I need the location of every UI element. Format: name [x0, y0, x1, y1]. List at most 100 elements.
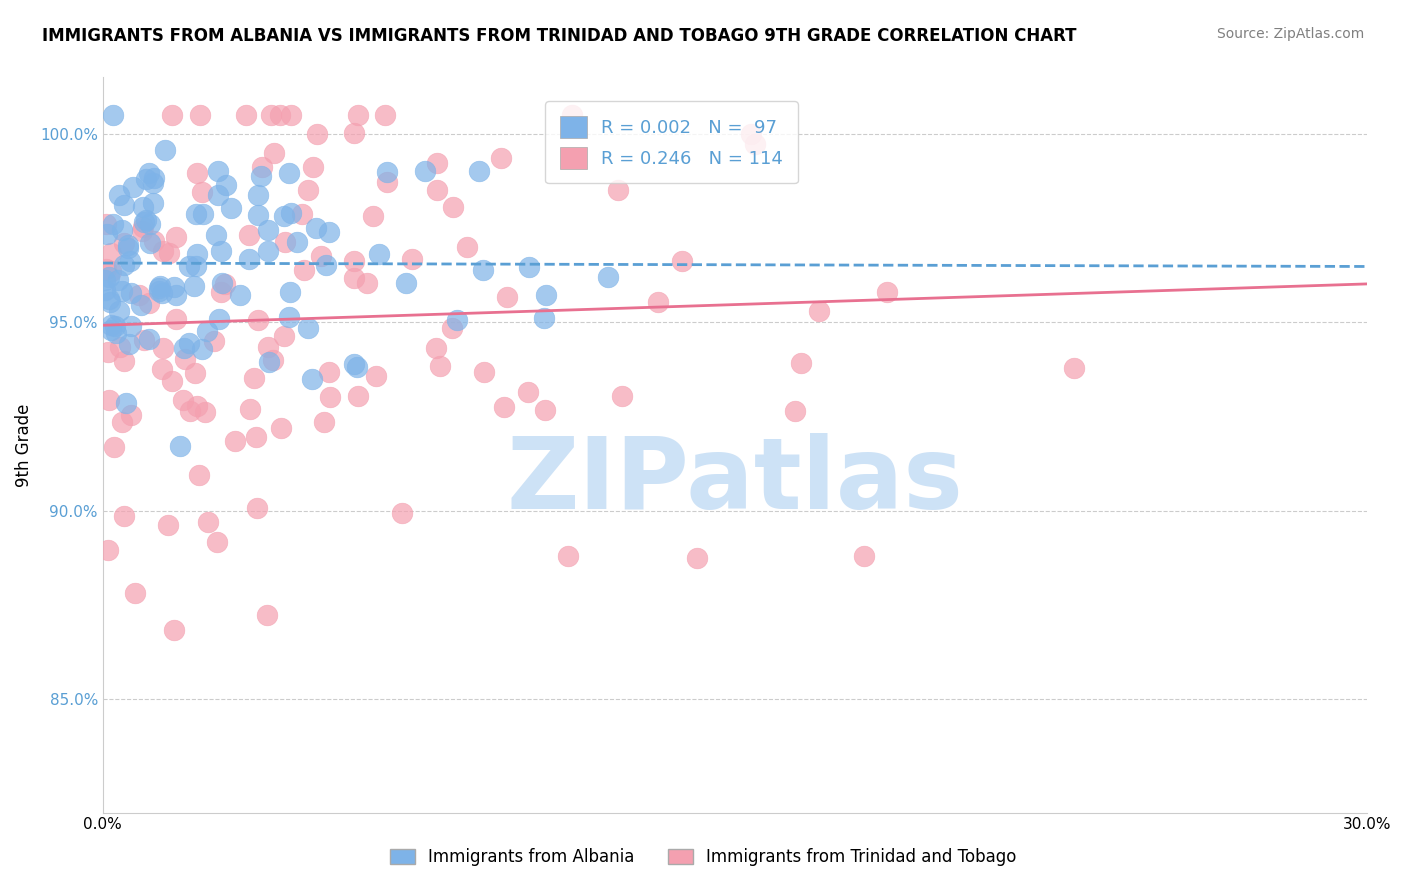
Point — [273, 329, 295, 343]
Point — [425, 341, 447, 355]
Point — [446, 313, 468, 327]
Point — [297, 183, 319, 197]
Point — [238, 227, 260, 242]
Point — [785, 403, 807, 417]
Point — [108, 303, 131, 318]
Point — [165, 230, 187, 244]
Point — [165, 288, 187, 302]
Point — [132, 200, 155, 214]
Point — [561, 108, 583, 122]
Point — [472, 263, 495, 277]
Point — [186, 399, 208, 413]
Point — [101, 217, 124, 231]
Point — [205, 228, 228, 243]
Point — [246, 500, 269, 515]
Point — [94, 217, 117, 231]
Point — [309, 248, 332, 262]
Point — [94, 283, 117, 297]
Point — [157, 245, 180, 260]
Point — [249, 169, 271, 183]
Point — [346, 360, 368, 375]
Point — [606, 183, 628, 197]
Point — [120, 253, 142, 268]
Point — [117, 237, 139, 252]
Point — [174, 352, 197, 367]
Point — [269, 108, 291, 122]
Point — [94, 262, 117, 277]
Point — [148, 284, 170, 298]
Point — [610, 389, 633, 403]
Point — [134, 215, 156, 229]
Point — [343, 126, 366, 140]
Point — [429, 359, 451, 374]
Point — [165, 312, 187, 326]
Point — [229, 287, 252, 301]
Point — [305, 221, 328, 235]
Point — [156, 518, 179, 533]
Point — [188, 467, 211, 482]
Point — [150, 362, 173, 376]
Point — [319, 390, 342, 404]
Point — [472, 365, 495, 379]
Point — [242, 371, 264, 385]
Point — [245, 430, 267, 444]
Point — [534, 288, 557, 302]
Point — [391, 506, 413, 520]
Point — [346, 108, 368, 122]
Point — [197, 516, 219, 530]
Point — [516, 384, 538, 399]
Point — [315, 258, 337, 272]
Point — [211, 277, 233, 291]
Point — [100, 246, 122, 260]
Point — [262, 352, 284, 367]
Point — [426, 156, 449, 170]
Point — [97, 270, 120, 285]
Point — [122, 180, 145, 194]
Point — [179, 404, 201, 418]
Point — [495, 290, 517, 304]
Point — [120, 318, 142, 333]
Point — [257, 244, 280, 258]
Point — [97, 543, 120, 558]
Point — [401, 252, 423, 267]
Point — [98, 295, 121, 310]
Point — [124, 586, 146, 600]
Point — [207, 188, 229, 202]
Point — [132, 219, 155, 234]
Point — [347, 389, 370, 403]
Point — [491, 151, 513, 165]
Point — [186, 166, 208, 180]
Point — [533, 311, 555, 326]
Point — [256, 607, 278, 622]
Text: ZIPatlas: ZIPatlas — [506, 434, 963, 530]
Point — [280, 206, 302, 220]
Point — [139, 235, 162, 250]
Point — [426, 183, 449, 197]
Point — [467, 163, 489, 178]
Point — [273, 235, 295, 250]
Point — [188, 108, 211, 122]
Point — [301, 372, 323, 386]
Text: IMMIGRANTS FROM ALBANIA VS IMMIGRANTS FROM TRINIDAD AND TOBAGO 9TH GRADE CORRELA: IMMIGRANTS FROM ALBANIA VS IMMIGRANTS FR… — [42, 27, 1077, 45]
Point — [135, 172, 157, 186]
Point — [103, 318, 125, 333]
Point — [278, 310, 301, 324]
Point — [138, 295, 160, 310]
Point — [107, 273, 129, 287]
Point — [115, 396, 138, 410]
Point — [238, 252, 260, 266]
Point — [246, 188, 269, 202]
Point — [377, 165, 399, 179]
Point — [100, 323, 122, 337]
Point — [132, 333, 155, 347]
Point — [1063, 361, 1085, 376]
Point — [184, 366, 207, 380]
Point — [190, 342, 212, 356]
Point — [273, 209, 295, 223]
Point — [492, 400, 515, 414]
Point — [375, 175, 398, 189]
Point — [207, 163, 229, 178]
Point — [191, 186, 214, 200]
Point — [112, 258, 135, 272]
Point — [343, 254, 366, 268]
